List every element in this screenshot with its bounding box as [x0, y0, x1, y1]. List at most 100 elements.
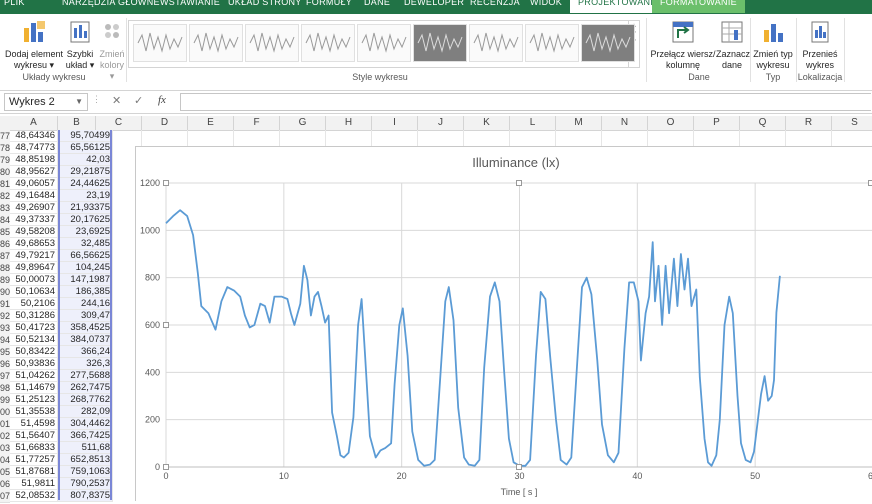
- cell-b[interactable]: 326,3: [58, 358, 113, 370]
- chart-style-thumbnail[interactable]: [469, 24, 523, 62]
- cell-b[interactable]: 20,17625: [58, 214, 113, 226]
- cell-a[interactable]: 50,93836: [10, 358, 58, 370]
- cell-a[interactable]: 52,08532: [10, 490, 58, 502]
- ribbon-tab[interactable]: RECENZJA: [470, 0, 520, 7]
- ribbon-tab[interactable]: DEWELOPER: [404, 0, 464, 7]
- column-header[interactable]: N: [602, 116, 648, 131]
- cell-a[interactable]: 50,41723: [10, 322, 58, 334]
- chart-style-thumbnail[interactable]: [357, 24, 411, 62]
- cell-b[interactable]: 759,1063: [58, 466, 113, 478]
- cell-a[interactable]: 50,10634: [10, 286, 58, 298]
- column-header[interactable]: Q: [740, 116, 786, 131]
- cell-b[interactable]: 268,7762: [58, 394, 113, 406]
- cell-b[interactable]: 23,6925: [58, 226, 113, 238]
- chart-style-thumbnail[interactable]: [581, 24, 635, 62]
- column-header[interactable]: F: [234, 116, 280, 131]
- enter-icon[interactable]: ✓: [134, 94, 143, 107]
- ribbon-tab[interactable]: WSTAWIANIE: [160, 0, 220, 7]
- cell-a[interactable]: 49,06057: [10, 178, 58, 190]
- cell-b[interactable]: 304,4462: [58, 418, 113, 430]
- move-chart-button[interactable]: Przenieś wykres: [798, 20, 842, 71]
- cell-b[interactable]: 29,21875: [58, 166, 113, 178]
- ribbon-tab[interactable]: FORMATOWANIE: [652, 0, 745, 13]
- cell-b[interactable]: 652,8513: [58, 454, 113, 466]
- cell-a[interactable]: 51,35538: [10, 406, 58, 418]
- cell-a[interactable]: 51,14679: [10, 382, 58, 394]
- cell-b[interactable]: 366,24: [58, 346, 113, 358]
- cell-b[interactable]: 147,1987: [58, 274, 113, 286]
- cell-a[interactable]: 48,85198: [10, 154, 58, 166]
- switch-row-column-button[interactable]: Przełącz wiersz/ kolumnę: [650, 20, 716, 71]
- chart-style-thumbnail[interactable]: [525, 24, 579, 62]
- cell-a[interactable]: 51,87681: [10, 466, 58, 478]
- cancel-icon[interactable]: ✕: [112, 94, 121, 107]
- cell-a[interactable]: 49,79217: [10, 250, 58, 262]
- cell-b[interactable]: 21,93375: [58, 202, 113, 214]
- name-box[interactable]: Wykres 2▼: [4, 93, 88, 111]
- cell-b[interactable]: 65,56125: [58, 142, 113, 154]
- cell-a[interactable]: 51,9811: [10, 478, 58, 490]
- cell-a[interactable]: 49,58208: [10, 226, 58, 238]
- cell-a[interactable]: 51,4598: [10, 418, 58, 430]
- chart-style-thumbnail[interactable]: [189, 24, 243, 62]
- column-header[interactable]: O: [648, 116, 694, 131]
- column-header[interactable]: L: [510, 116, 556, 131]
- chart-style-thumbnail[interactable]: [301, 24, 355, 62]
- column-header[interactable]: J: [418, 116, 464, 131]
- cell-b[interactable]: 807,8375: [58, 490, 113, 502]
- cell-a[interactable]: 50,83422: [10, 346, 58, 358]
- cell-a[interactable]: 51,56407: [10, 430, 58, 442]
- cell-b[interactable]: 104,245: [58, 262, 113, 274]
- column-header[interactable]: M: [556, 116, 602, 131]
- quick-layout-button[interactable]: Szybki układ ▾: [64, 20, 96, 71]
- select-data-button[interactable]: Zaznacz dane: [716, 20, 748, 71]
- ribbon-tab[interactable]: NARZĘDZIA GŁÓWNE: [62, 0, 160, 7]
- cell-a[interactable]: 51,66833: [10, 442, 58, 454]
- cell-a[interactable]: 51,25123: [10, 394, 58, 406]
- column-header[interactable]: H: [326, 116, 372, 131]
- chevron-down-icon[interactable]: ▼: [75, 94, 83, 110]
- cell-a[interactable]: 50,52134: [10, 334, 58, 346]
- formula-input[interactable]: [180, 93, 871, 111]
- chart-style-thumbnail[interactable]: [133, 24, 187, 62]
- cell-a[interactable]: 51,04262: [10, 370, 58, 382]
- column-header[interactable]: D: [142, 116, 188, 131]
- insert-function-icon[interactable]: fx: [158, 94, 166, 106]
- cell-a[interactable]: 50,31286: [10, 310, 58, 322]
- column-header[interactable]: B: [58, 116, 96, 131]
- cell-a[interactable]: 48,95627: [10, 166, 58, 178]
- ribbon-tab[interactable]: UKŁAD STRONY: [228, 0, 302, 7]
- cell-a[interactable]: 50,00073: [10, 274, 58, 286]
- ribbon-tab[interactable]: DANE: [364, 0, 390, 7]
- row-header[interactable]: 407: [0, 490, 10, 503]
- chart-style-thumbnail[interactable]: [413, 24, 467, 62]
- ribbon-tab[interactable]: PLIK: [4, 0, 25, 7]
- cell-b[interactable]: 277,5688: [58, 370, 113, 382]
- cell-a[interactable]: 49,68653: [10, 238, 58, 250]
- cell-b[interactable]: 358,4525: [58, 322, 113, 334]
- cell-b[interactable]: 23,19: [58, 190, 113, 202]
- chart-area[interactable]: 0200400600800100012000102030405060Illumi…: [135, 146, 872, 501]
- column-header[interactable]: I: [372, 116, 418, 131]
- cell-b[interactable]: 384,0737: [58, 334, 113, 346]
- ribbon-tab[interactable]: FORMUŁY: [306, 0, 352, 7]
- cell-a[interactable]: 49,26907: [10, 202, 58, 214]
- cell-a[interactable]: 50,2106: [10, 298, 58, 310]
- column-header[interactable]: A: [10, 116, 58, 131]
- cell-a[interactable]: 48,74773: [10, 142, 58, 154]
- cell-b[interactable]: 282,09: [58, 406, 113, 418]
- add-chart-element-button[interactable]: Dodaj element wykresu ▾: [4, 20, 64, 71]
- cell-b[interactable]: 186,385: [58, 286, 113, 298]
- cell-b[interactable]: 32,485: [58, 238, 113, 250]
- column-header[interactable]: E: [188, 116, 234, 131]
- cell-b[interactable]: 366,7425: [58, 430, 113, 442]
- column-header[interactable]: P: [694, 116, 740, 131]
- cell-a[interactable]: 51,77257: [10, 454, 58, 466]
- cell-a[interactable]: 49,37337: [10, 214, 58, 226]
- change-chart-type-button[interactable]: Zmień typ wykresu: [752, 20, 794, 71]
- cell-b[interactable]: 95,70499: [58, 130, 113, 142]
- cell-b[interactable]: 262,7475: [58, 382, 113, 394]
- column-header[interactable]: C: [96, 116, 142, 131]
- cell-b[interactable]: 42,03: [58, 154, 113, 166]
- cell-b[interactable]: 66,56625: [58, 250, 113, 262]
